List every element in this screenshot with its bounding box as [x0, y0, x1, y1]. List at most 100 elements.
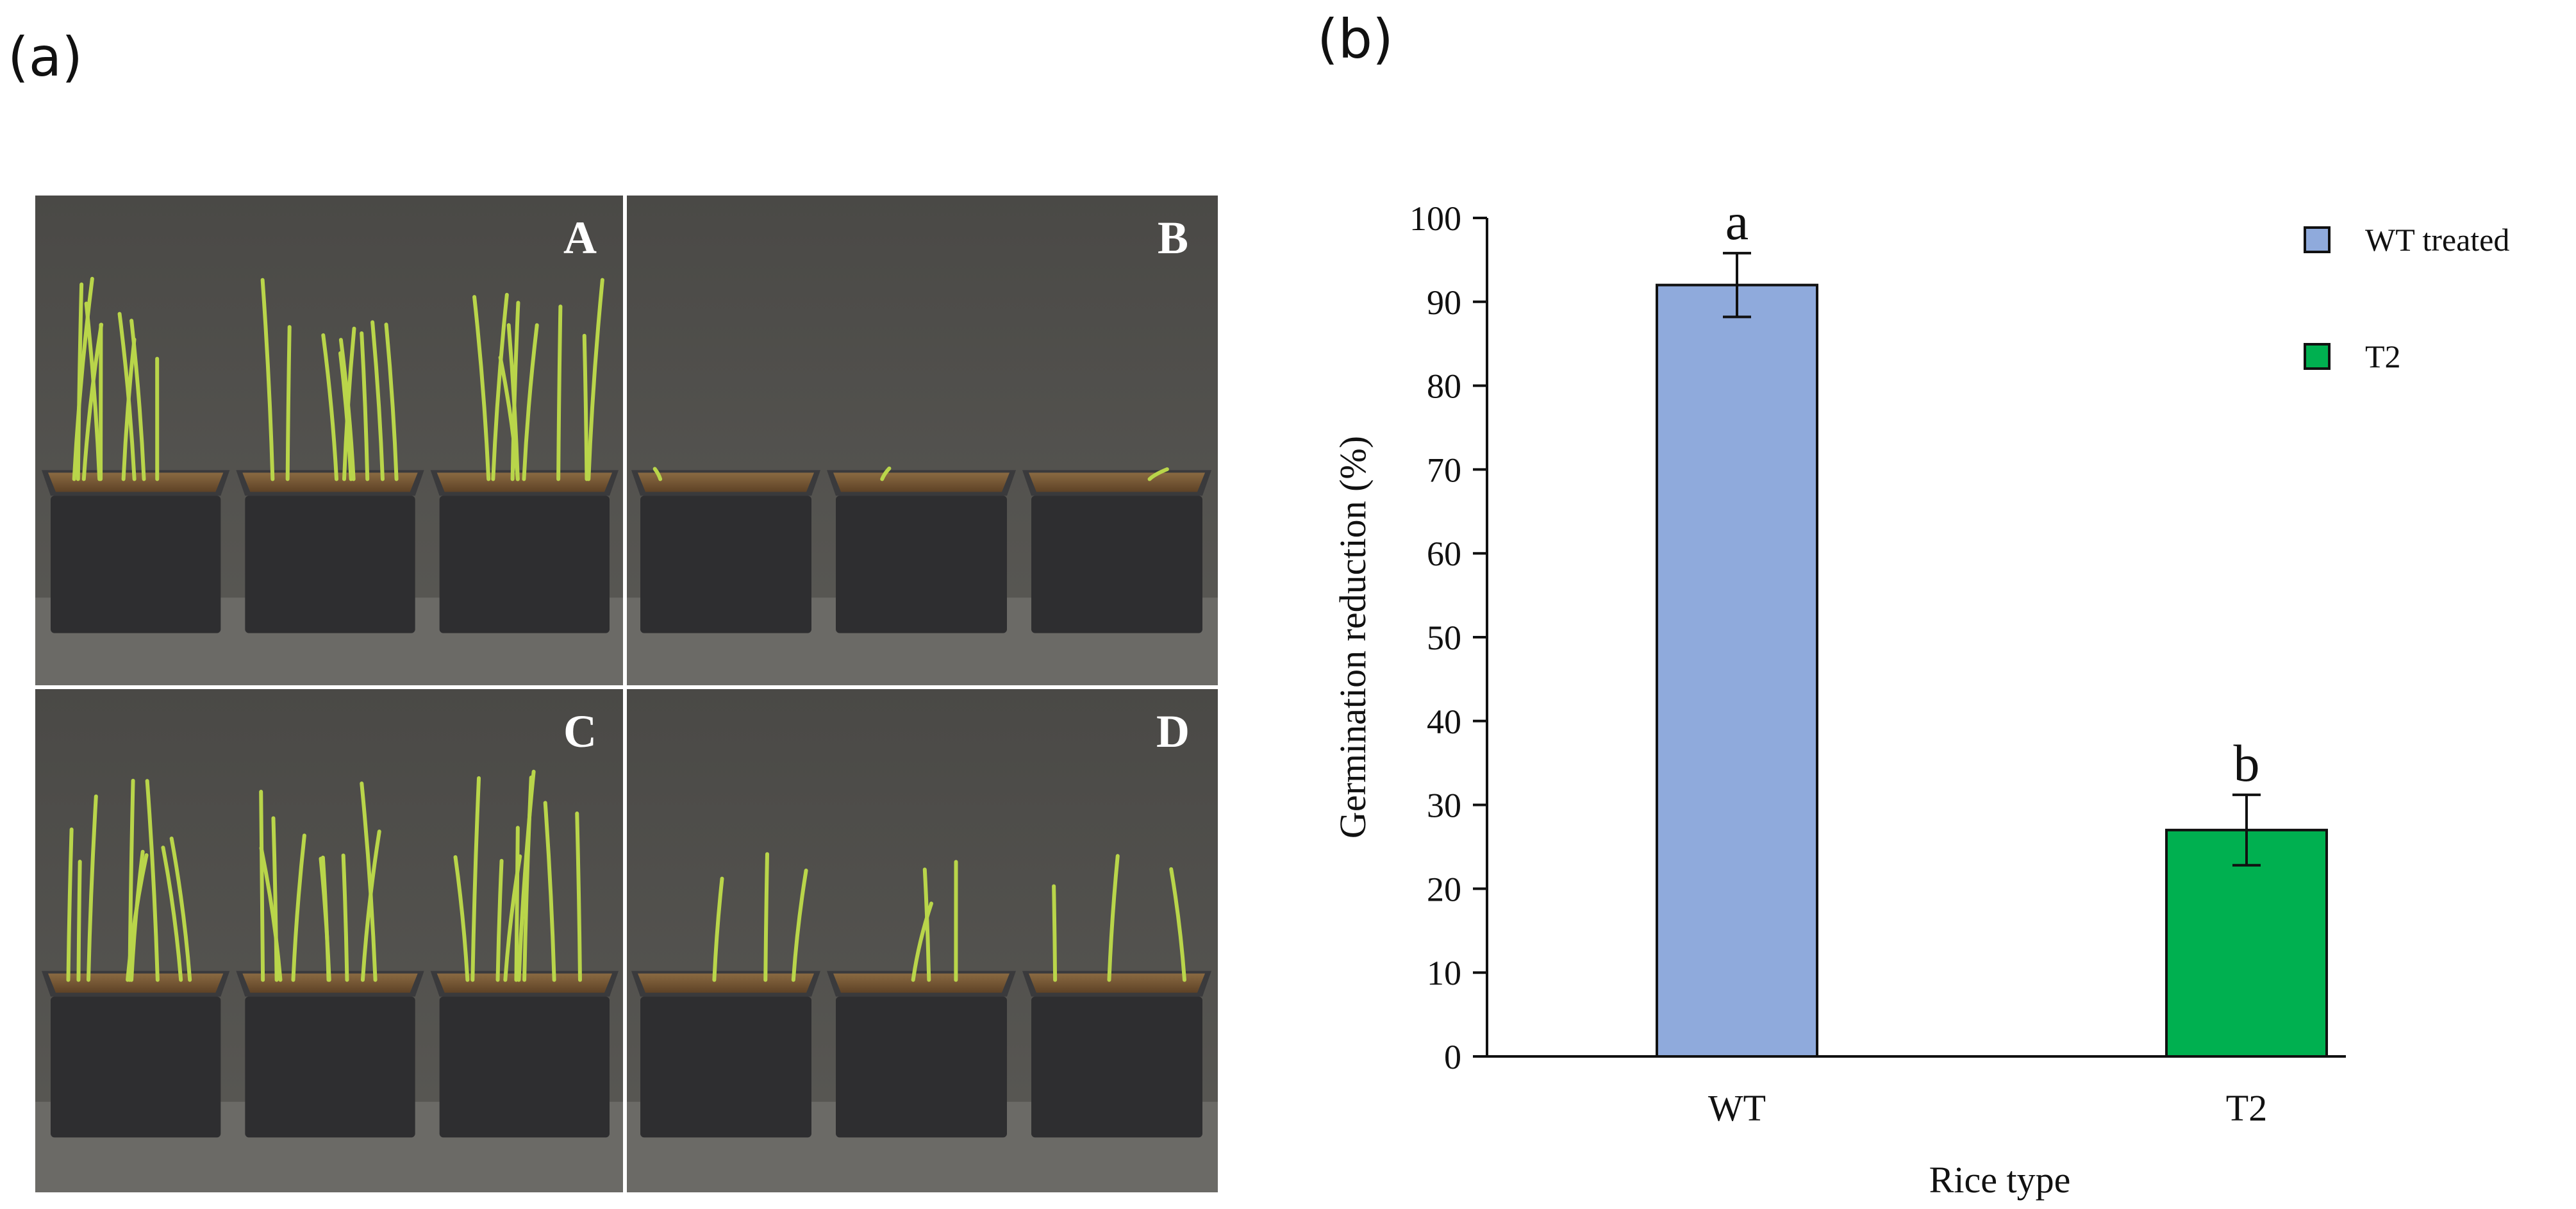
seedling [495, 858, 504, 982]
seedling [652, 467, 663, 481]
seedling [341, 853, 349, 982]
soil [638, 973, 814, 993]
seed-tray [1022, 467, 1211, 633]
seedling [880, 466, 892, 481]
error-bar-t2 [2232, 793, 2261, 867]
seedling [285, 325, 292, 481]
seed-tray [1022, 854, 1211, 1138]
soil [242, 472, 418, 492]
seed-tray [236, 781, 424, 1138]
y-tick-label: 80 [1427, 367, 1461, 406]
soil [833, 472, 1010, 492]
seed-tray [827, 860, 1016, 1138]
y-axis-label: Germination reduction (%) [1332, 436, 1374, 838]
y-tick-label: 100 [1409, 199, 1461, 238]
seedling [320, 855, 331, 982]
seedling [1052, 884, 1058, 982]
seedling [506, 323, 520, 481]
legend-entry-1: WT treated [2304, 222, 2509, 258]
error-bar-wt [1723, 251, 1751, 319]
seedling [517, 769, 536, 982]
seed-tray [42, 276, 230, 633]
seedling [360, 781, 378, 982]
seedling [522, 323, 539, 481]
photo-label-c: C [563, 706, 597, 757]
seedling [81, 322, 104, 481]
tray-body [1031, 496, 1202, 633]
photo-label-a: A [563, 212, 597, 263]
seedling [453, 855, 470, 982]
seedling [1147, 467, 1169, 481]
tray-body [640, 496, 811, 633]
photo-panel-b: B [625, 196, 1218, 686]
soil [436, 973, 612, 993]
seedling [271, 816, 279, 982]
seed-tray [631, 852, 820, 1138]
seedling [169, 837, 192, 982]
tray-body [245, 496, 415, 633]
significance-label-t2: b [2234, 734, 2260, 792]
seedling [360, 331, 370, 481]
y-tick-label: 50 [1427, 619, 1461, 657]
seed-tray [236, 278, 424, 633]
seedling [260, 278, 275, 481]
seedling [712, 876, 724, 982]
y-tick-label: 90 [1427, 283, 1461, 322]
legend-swatch [2304, 343, 2331, 370]
y-tick-label: 70 [1427, 451, 1461, 489]
seed-tray [42, 778, 230, 1138]
seed-tray [430, 769, 619, 1138]
tray-body [1031, 996, 1202, 1138]
tray-body [51, 996, 221, 1138]
bars: ab [1656, 192, 2328, 1058]
photo-panel-a: A [35, 196, 625, 686]
seedling [86, 794, 98, 982]
y-tick-label: 30 [1427, 787, 1461, 825]
tray-body [640, 996, 811, 1138]
seedling [259, 846, 283, 982]
photo-label-d: D [1156, 706, 1190, 757]
bar-t2 [2165, 828, 2328, 1058]
seedling [129, 319, 146, 481]
seedling [556, 304, 563, 481]
x-tick-label-t2: T2 [2226, 1087, 2267, 1129]
tray-body [245, 996, 415, 1138]
tray-body [439, 996, 610, 1138]
y-tick-label: 40 [1427, 703, 1461, 741]
seed-tray [430, 278, 619, 633]
photo-grid: A B C D [35, 196, 1218, 1192]
seed-tray [827, 466, 1016, 633]
seedling [1107, 854, 1120, 982]
seedling [491, 292, 509, 481]
photo-panel-c: C [35, 689, 625, 1192]
y-tick-label: 10 [1427, 954, 1461, 992]
y-tick-label: 20 [1427, 870, 1461, 908]
seedling [370, 320, 385, 481]
seedling [586, 278, 604, 481]
photo-panel-d: D [625, 689, 1218, 1192]
significance-label-wt: a [1725, 192, 1749, 251]
seedling [575, 811, 582, 982]
seedling [360, 830, 381, 982]
seedling [514, 826, 520, 982]
tray-body [836, 996, 1007, 1138]
soil [638, 472, 814, 492]
seedling [129, 849, 145, 982]
panel-a-label: (a) [8, 26, 83, 88]
x-tick-label-wt: WT [1708, 1087, 1766, 1129]
seedling [763, 852, 769, 982]
tray-body [439, 496, 610, 633]
legend: WT treated T2 [2304, 222, 2509, 374]
soil [833, 973, 1010, 993]
seedling [128, 778, 135, 982]
seedling [543, 801, 556, 982]
y-axis-ticks: 0 10 20 30 40 50 60 70 80 90 100 [1409, 199, 1487, 1076]
seedling [121, 337, 137, 481]
seedling [145, 779, 160, 982]
seedling [321, 333, 339, 481]
y-tick-label: 0 [1444, 1038, 1461, 1076]
x-axis-label: Rice type [1929, 1159, 2071, 1201]
seedling [791, 869, 808, 982]
